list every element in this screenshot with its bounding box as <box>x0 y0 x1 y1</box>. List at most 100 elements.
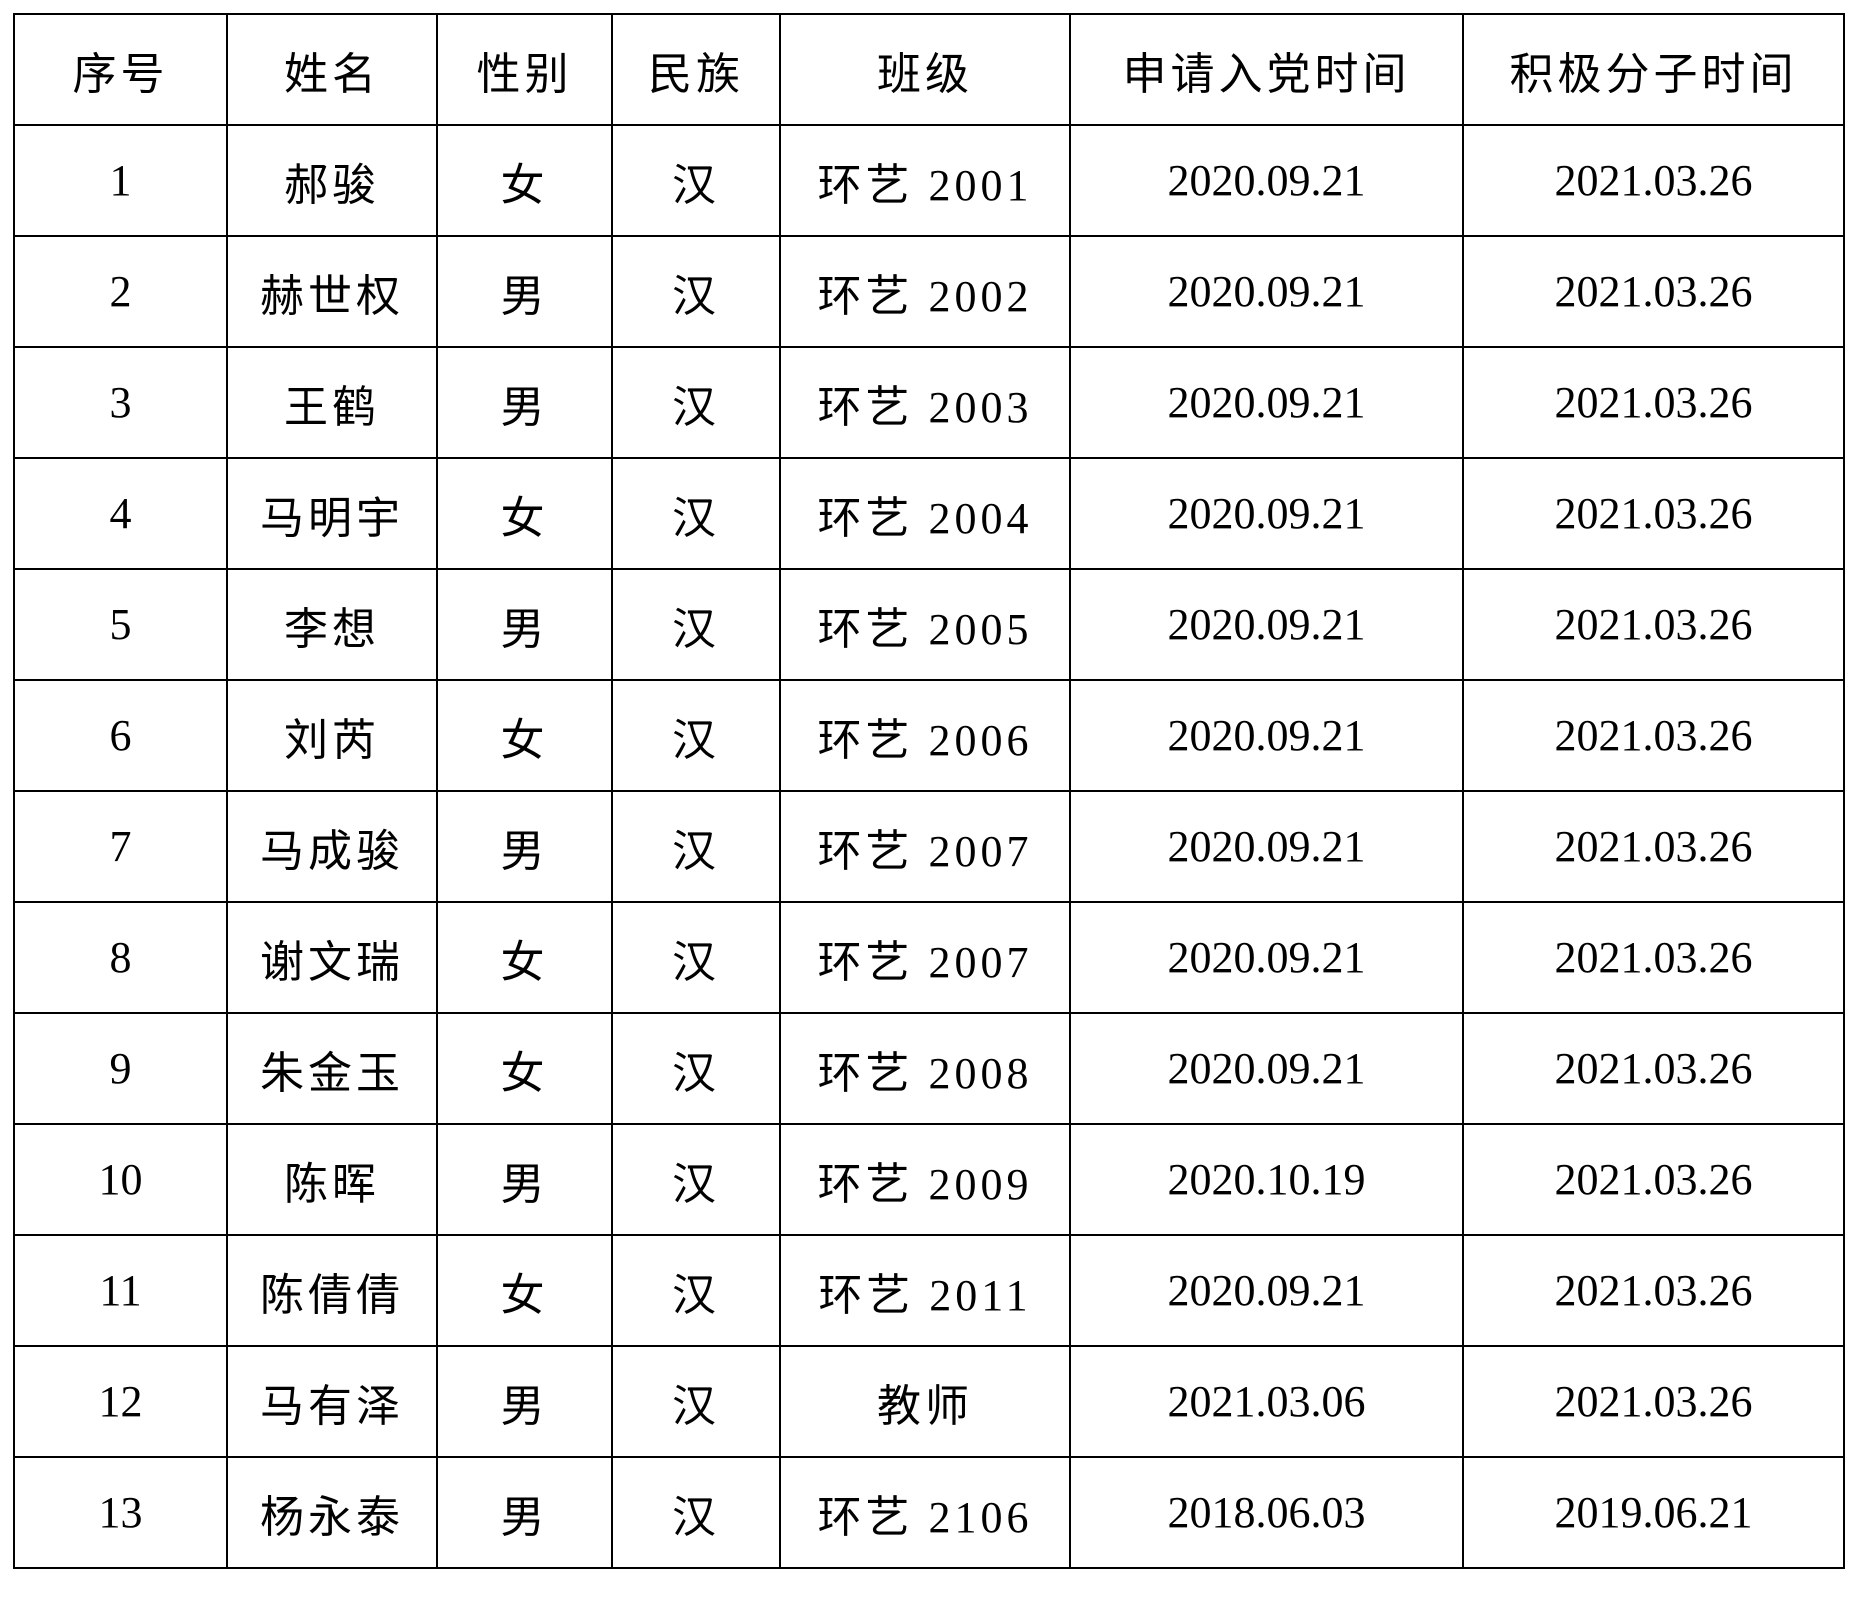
cell-col-gender: 女 <box>436 901 613 1014</box>
cell-col-application-date: 2020.09.21 <box>1069 901 1464 1014</box>
cell-col-class: 环艺 2008 <box>779 1012 1071 1125</box>
cell-col-class: 环艺 2003 <box>779 346 1071 459</box>
cell-col-class: 环艺 2009 <box>779 1123 1071 1236</box>
cell-col-application-date: 2020.09.21 <box>1069 679 1464 792</box>
header-col-index: 序号 <box>13 13 228 126</box>
header-col-class: 班级 <box>779 13 1071 126</box>
cell-col-application-date: 2018.06.03 <box>1069 1456 1464 1569</box>
cell-col-name: 杨永泰 <box>226 1456 438 1569</box>
cell-col-gender: 男 <box>436 1456 613 1569</box>
cell-col-index: 2 <box>13 235 228 348</box>
cell-col-index: 4 <box>13 457 228 570</box>
cell-col-name: 李想 <box>226 568 438 681</box>
cell-col-application-date: 2020.09.21 <box>1069 235 1464 348</box>
cell-col-activist-date: 2021.03.26 <box>1462 901 1845 1014</box>
table-row: 1 郝骏女汉环艺 2001 2020.09.21 2021.03.26 <box>13 124 1845 237</box>
cell-col-application-date: 2020.09.21 <box>1069 790 1464 903</box>
cell-col-activist-date: 2021.03.26 <box>1462 124 1845 237</box>
cell-col-name: 赫世权 <box>226 235 438 348</box>
cell-col-name: 陈晖 <box>226 1123 438 1236</box>
cell-col-gender: 男 <box>436 1345 613 1458</box>
cell-col-activist-date: 2021.03.26 <box>1462 790 1845 903</box>
cell-col-activist-date: 2021.03.26 <box>1462 346 1845 459</box>
cell-col-ethnicity: 汉 <box>611 1123 781 1236</box>
cell-col-gender: 男 <box>436 235 613 348</box>
cell-col-ethnicity: 汉 <box>611 568 781 681</box>
cell-col-index: 8 <box>13 901 228 1014</box>
cell-col-activist-date: 2021.03.26 <box>1462 1123 1845 1236</box>
header-row: 序号 姓名 性别 民族 班级 申请入党时间 积极分子时间 <box>13 13 1845 126</box>
cell-col-activist-date: 2019.06.21 <box>1462 1456 1845 1569</box>
cell-col-index: 11 <box>13 1234 228 1347</box>
cell-col-name: 马有泽 <box>226 1345 438 1458</box>
cell-col-gender: 女 <box>436 457 613 570</box>
cell-col-application-date: 2020.09.21 <box>1069 346 1464 459</box>
cell-col-ethnicity: 汉 <box>611 679 781 792</box>
cell-col-ethnicity: 汉 <box>611 457 781 570</box>
cell-col-gender: 男 <box>436 790 613 903</box>
cell-col-ethnicity: 汉 <box>611 1234 781 1347</box>
cell-col-name: 马明宇 <box>226 457 438 570</box>
cell-col-ethnicity: 汉 <box>611 901 781 1014</box>
header-col-ethnicity: 民族 <box>611 13 781 126</box>
header-col-activist-date: 积极分子时间 <box>1462 13 1845 126</box>
cell-col-ethnicity: 汉 <box>611 124 781 237</box>
cell-col-class: 环艺 2007 <box>779 901 1071 1014</box>
cell-col-activist-date: 2021.03.26 <box>1462 679 1845 792</box>
cell-col-activist-date: 2021.03.26 <box>1462 235 1845 348</box>
table-row: 4 马明宇女汉环艺 2004 2020.09.21 2021.03.26 <box>13 457 1845 570</box>
table-row: 6 刘芮女汉环艺 2006 2020.09.21 2021.03.26 <box>13 679 1845 792</box>
cell-col-application-date: 2021.03.06 <box>1069 1345 1464 1458</box>
cell-col-activist-date: 2021.03.26 <box>1462 1234 1845 1347</box>
cell-col-index: 3 <box>13 346 228 459</box>
cell-col-index: 9 <box>13 1012 228 1125</box>
cell-col-gender: 男 <box>436 568 613 681</box>
cell-col-ethnicity: 汉 <box>611 790 781 903</box>
table-row: 11 陈倩倩女汉环艺 2011 2020.09.21 2021.03.26 <box>13 1234 1845 1347</box>
cell-col-ethnicity: 汉 <box>611 235 781 348</box>
cell-col-class: 环艺 2006 <box>779 679 1071 792</box>
cell-col-class: 环艺 2001 <box>779 124 1071 237</box>
cell-col-gender: 男 <box>436 1123 613 1236</box>
cell-col-class: 环艺 2002 <box>779 235 1071 348</box>
table-row: 7 马成骏男汉环艺 2007 2020.09.21 2021.03.26 <box>13 790 1845 903</box>
cell-col-class: 环艺 2011 <box>779 1234 1071 1347</box>
cell-col-name: 王鹤 <box>226 346 438 459</box>
cell-col-name: 谢文瑞 <box>226 901 438 1014</box>
cell-col-index: 6 <box>13 679 228 792</box>
cell-col-gender: 女 <box>436 1234 613 1347</box>
table-row: 8 谢文瑞女汉环艺 2007 2020.09.21 2021.03.26 <box>13 901 1845 1014</box>
cell-col-application-date: 2020.09.21 <box>1069 457 1464 570</box>
cell-col-name: 刘芮 <box>226 679 438 792</box>
table-row: 2 赫世权男汉环艺 2002 2020.09.21 2021.03.26 <box>13 235 1845 348</box>
cell-col-gender: 男 <box>436 346 613 459</box>
cell-col-activist-date: 2021.03.26 <box>1462 1012 1845 1125</box>
header-col-application-date: 申请入党时间 <box>1069 13 1464 126</box>
table-row: 9 朱金玉女汉环艺 2008 2020.09.21 2021.03.26 <box>13 1012 1845 1125</box>
cell-col-application-date: 2020.09.21 <box>1069 124 1464 237</box>
cell-col-index: 1 <box>13 124 228 237</box>
table-row: 13 杨永泰男汉环艺 2106 2018.06.03 2019.06.21 <box>13 1456 1845 1569</box>
cell-col-gender: 女 <box>436 679 613 792</box>
cell-col-index: 5 <box>13 568 228 681</box>
cell-col-ethnicity: 汉 <box>611 1456 781 1569</box>
cell-col-application-date: 2020.09.21 <box>1069 1234 1464 1347</box>
table-row: 12 马有泽男汉教师 2021.03.06 2021.03.26 <box>13 1345 1845 1458</box>
cell-col-class: 环艺 2007 <box>779 790 1071 903</box>
cell-col-gender: 女 <box>436 124 613 237</box>
cell-col-index: 13 <box>13 1456 228 1569</box>
cell-col-ethnicity: 汉 <box>611 346 781 459</box>
table-row: 5 李想男汉环艺 2005 2020.09.21 2021.03.26 <box>13 568 1845 681</box>
cell-col-index: 12 <box>13 1345 228 1458</box>
cell-col-index: 10 <box>13 1123 228 1236</box>
cell-col-activist-date: 2021.03.26 <box>1462 568 1845 681</box>
cell-col-ethnicity: 汉 <box>611 1345 781 1458</box>
cell-col-gender: 女 <box>436 1012 613 1125</box>
cell-col-ethnicity: 汉 <box>611 1012 781 1125</box>
cell-col-name: 陈倩倩 <box>226 1234 438 1347</box>
header-col-gender: 性别 <box>436 13 613 126</box>
cell-col-class: 教师 <box>779 1345 1071 1458</box>
cell-col-activist-date: 2021.03.26 <box>1462 457 1845 570</box>
cell-col-application-date: 2020.09.21 <box>1069 568 1464 681</box>
cell-col-application-date: 2020.10.19 <box>1069 1123 1464 1236</box>
